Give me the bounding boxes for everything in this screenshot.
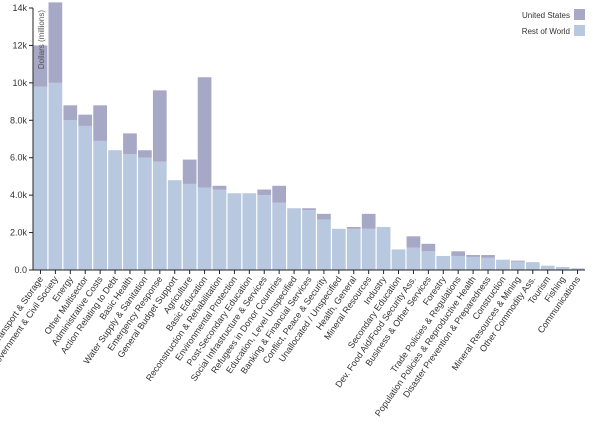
bar-rest-of-world-33 <box>525 262 540 270</box>
bar-rest-of-world-20 <box>331 228 346 270</box>
bar-rest-of-world-23 <box>376 226 391 270</box>
bar-united-states-11 <box>197 77 212 188</box>
bar-united-states-6 <box>123 133 137 154</box>
y-tick-label-7: 14k <box>12 3 27 13</box>
bar-united-states-25 <box>406 236 421 248</box>
bar-united-states-4 <box>93 105 107 141</box>
bar-united-states-10 <box>182 159 197 184</box>
legend-label-1: Rest of World <box>522 27 570 36</box>
bar-rest-of-world-12 <box>212 189 227 270</box>
y-axis-title: Dollars (millions) <box>37 10 46 69</box>
bar-rest-of-world-15 <box>257 195 272 270</box>
bar-united-states-29 <box>466 255 480 257</box>
bar-united-states-1 <box>48 2 63 83</box>
bar-rest-of-world-4 <box>93 140 107 270</box>
bar-united-states-26 <box>421 243 436 252</box>
legend-swatch-0 <box>574 9 585 20</box>
bar-rest-of-world-32 <box>511 261 525 270</box>
bar-united-states-19 <box>317 213 331 220</box>
bar-united-states-18 <box>302 208 316 211</box>
bar-rest-of-world-18 <box>302 210 316 270</box>
bar-united-states-28 <box>451 251 466 256</box>
bar-rest-of-world-9 <box>167 180 182 270</box>
bar-rest-of-world-30 <box>481 257 495 270</box>
bar-rest-of-world-7 <box>138 157 152 270</box>
bar-united-states-22 <box>361 213 376 229</box>
bar-united-states-30 <box>481 255 495 258</box>
bar-rest-of-world-34 <box>540 265 555 270</box>
bar-rest-of-world-10 <box>182 183 197 270</box>
bars-group <box>33 2 585 271</box>
bar-rest-of-world-36 <box>570 268 585 270</box>
bar-rest-of-world-25 <box>406 247 421 270</box>
y-tick-label-5: 10k <box>12 78 27 88</box>
y-tick-label-0: 0.0 <box>14 265 27 275</box>
y-tick-label-1: 2.0k <box>10 228 28 238</box>
bar-rest-of-world-24 <box>391 249 406 270</box>
bar-rest-of-world-2 <box>63 120 78 271</box>
bar-rest-of-world-11 <box>197 187 212 270</box>
bar-rest-of-world-29 <box>466 256 480 270</box>
bar-united-states-7 <box>138 150 152 158</box>
bar-rest-of-world-27 <box>436 255 451 270</box>
bar-united-states-32 <box>511 260 525 262</box>
y-axis: 0.0 2.0k 4.0k 6.0k 8.0k 10k 12k 14k <box>10 3 34 275</box>
bar-rest-of-world-8 <box>152 161 167 270</box>
bar-rest-of-world-28 <box>451 255 466 270</box>
bar-rest-of-world-21 <box>346 228 361 270</box>
bar-united-states-2 <box>63 105 78 121</box>
bar-rest-of-world-31 <box>496 259 510 270</box>
bar-united-states-3 <box>78 114 93 126</box>
bar-rest-of-world-13 <box>227 193 242 270</box>
bar-rest-of-world-14 <box>242 193 257 270</box>
bar-rest-of-world-1 <box>48 82 63 270</box>
legend: United States Rest of World <box>522 9 585 36</box>
bar-rest-of-world-0 <box>33 86 48 270</box>
bar-rest-of-world-35 <box>555 267 570 270</box>
bar-rest-of-world-22 <box>361 228 376 270</box>
y-tick-label-2: 4.0k <box>10 190 28 200</box>
legend-swatch-1 <box>574 25 585 36</box>
y-tick-label-6: 12k <box>12 40 27 50</box>
bar-united-states-12 <box>212 185 227 190</box>
bar-rest-of-world-16 <box>272 202 287 270</box>
bar-rest-of-world-17 <box>287 208 301 270</box>
bar-rest-of-world-26 <box>421 251 436 270</box>
y-tick-label-4: 8.0k <box>10 115 28 125</box>
bar-rest-of-world-3 <box>78 125 93 271</box>
bar-united-states-21 <box>346 226 361 229</box>
y-tick-label-3: 6.0k <box>10 153 28 163</box>
legend-label-0: United States <box>522 11 570 20</box>
bar-united-states-0 <box>33 45 48 87</box>
bar-rest-of-world-6 <box>123 153 137 270</box>
bar-rest-of-world-19 <box>317 219 331 270</box>
bar-united-states-16 <box>272 185 287 203</box>
bar-united-states-15 <box>257 189 272 196</box>
bar-rest-of-world-5 <box>108 150 122 270</box>
bar-united-states-8 <box>152 90 167 162</box>
